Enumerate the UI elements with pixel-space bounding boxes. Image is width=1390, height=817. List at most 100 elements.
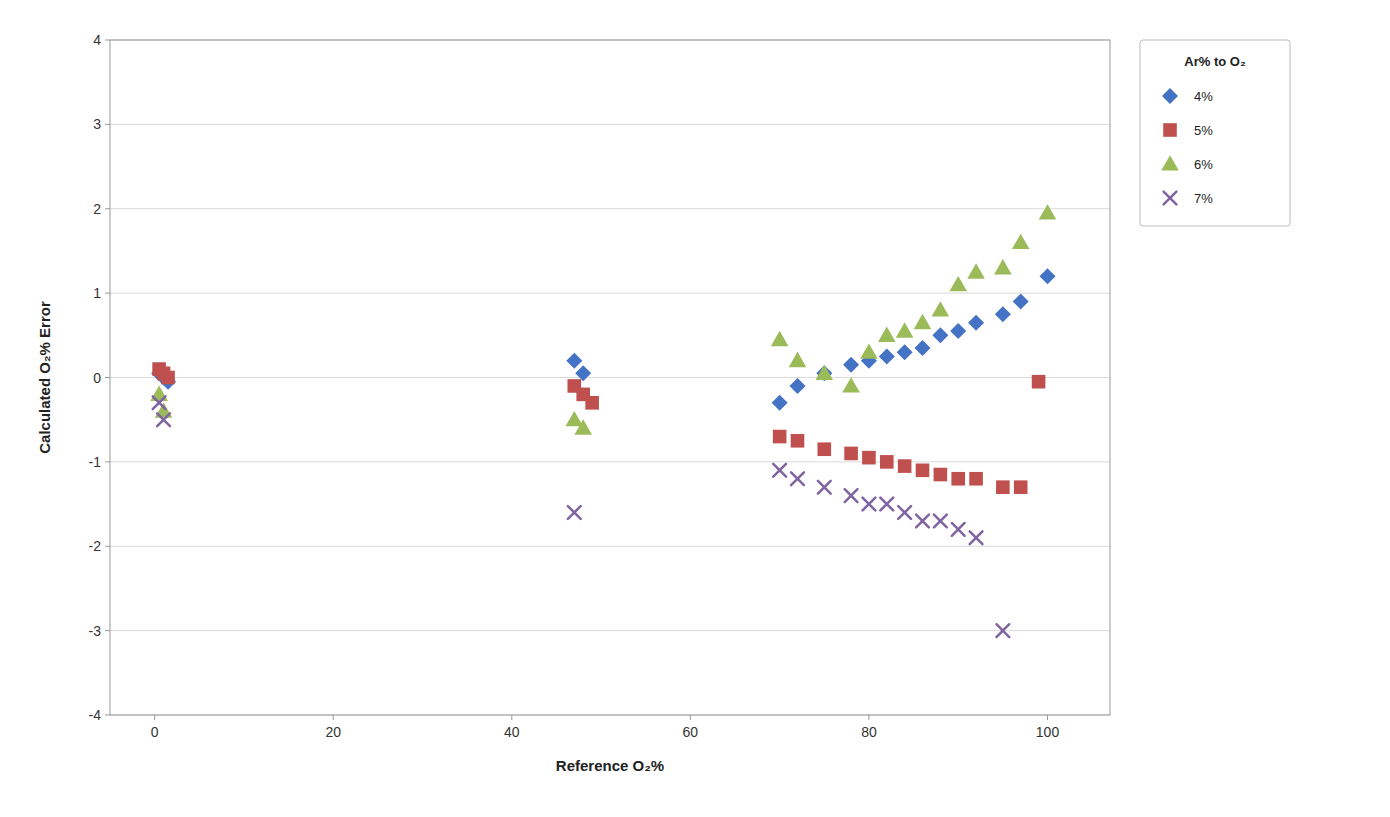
point [157,413,170,426]
point [950,323,966,339]
point [1039,204,1057,219]
point [789,352,807,367]
y-tick-label: 3 [93,116,101,132]
point [914,314,932,329]
point [844,447,858,461]
point [915,340,931,356]
point [996,624,1009,637]
x-tick-label: 100 [1036,724,1060,740]
y-tick [105,546,110,547]
y-tick-label: 4 [93,32,101,48]
series [150,204,1056,435]
x-tick-label: 80 [861,724,877,740]
legend-entry: 5% [1194,123,1213,138]
point [949,276,967,291]
point [880,498,893,511]
point [568,506,581,519]
legend: Ar% to O₂ 4% 5% 6% 7% [1140,40,1290,226]
legend-box [1140,40,1290,226]
y-tick-label: -1 [89,454,102,470]
grid-line [110,546,1110,547]
point [565,411,583,426]
point [772,395,788,411]
point [845,489,858,502]
point [1014,480,1028,494]
point [880,455,894,469]
point [773,464,786,477]
x-tick-label: 20 [325,724,341,740]
point [790,378,806,394]
x-tick [868,715,869,720]
point [932,327,948,343]
x-tick [511,715,512,720]
legend-entry: 7% [1194,191,1213,206]
point [574,419,592,434]
y-tick-label: -4 [89,707,102,723]
axes: 020406080100-4-3-2-101234 [89,32,1060,740]
point [932,301,950,316]
grid-line [110,377,1110,378]
point [879,348,895,364]
x-tick [1047,715,1048,720]
point [996,480,1010,494]
point [916,464,930,478]
point [860,343,878,358]
point [161,371,175,385]
grid-line [110,461,1110,462]
point [773,430,787,444]
point [771,331,789,346]
x-axis-label: Reference O₂% [556,757,664,774]
point [994,259,1012,274]
x-tick-label: 60 [683,724,699,740]
point [969,472,983,486]
point [951,472,965,486]
x-tick [154,715,155,720]
point [952,523,965,536]
point [995,306,1011,322]
point [970,531,983,544]
legend-title: Ar% to O₂ [1184,54,1246,69]
y-tick [105,293,110,294]
y-tick-label: 0 [93,370,101,386]
point [898,506,911,519]
y-tick-label: 2 [93,201,101,217]
y-tick-label: -3 [89,623,102,639]
point [1032,375,1046,389]
y-axis-label: Calculated O₂% Error [36,301,53,454]
point [153,396,166,409]
grid-line [110,124,1110,125]
legend-entry: 6% [1194,157,1213,172]
x-tick [690,715,691,720]
point [863,498,876,511]
point [150,386,168,401]
point [791,472,804,485]
point [575,365,591,381]
point [566,353,582,369]
legend-entry: 4% [1194,89,1213,104]
grid-line [110,630,1110,631]
point [897,344,913,360]
point [968,315,984,331]
y-tick [105,40,110,41]
point [862,451,876,465]
point [842,377,860,392]
y-tick-label: 1 [93,285,101,301]
y-tick-label: -2 [89,538,102,554]
y-tick [105,461,110,462]
y-tick [105,124,110,125]
point [967,263,985,278]
series [152,362,1045,494]
grid-line [110,208,1110,209]
y-tick [105,377,110,378]
points [150,204,1056,637]
point [934,515,947,528]
point [1013,294,1029,310]
point [1040,268,1056,284]
point [878,327,896,342]
plot-frame [110,40,1110,715]
point [791,434,805,448]
point [934,468,948,482]
y-tick [105,208,110,209]
point [916,515,929,528]
legend-marker [1163,123,1177,137]
